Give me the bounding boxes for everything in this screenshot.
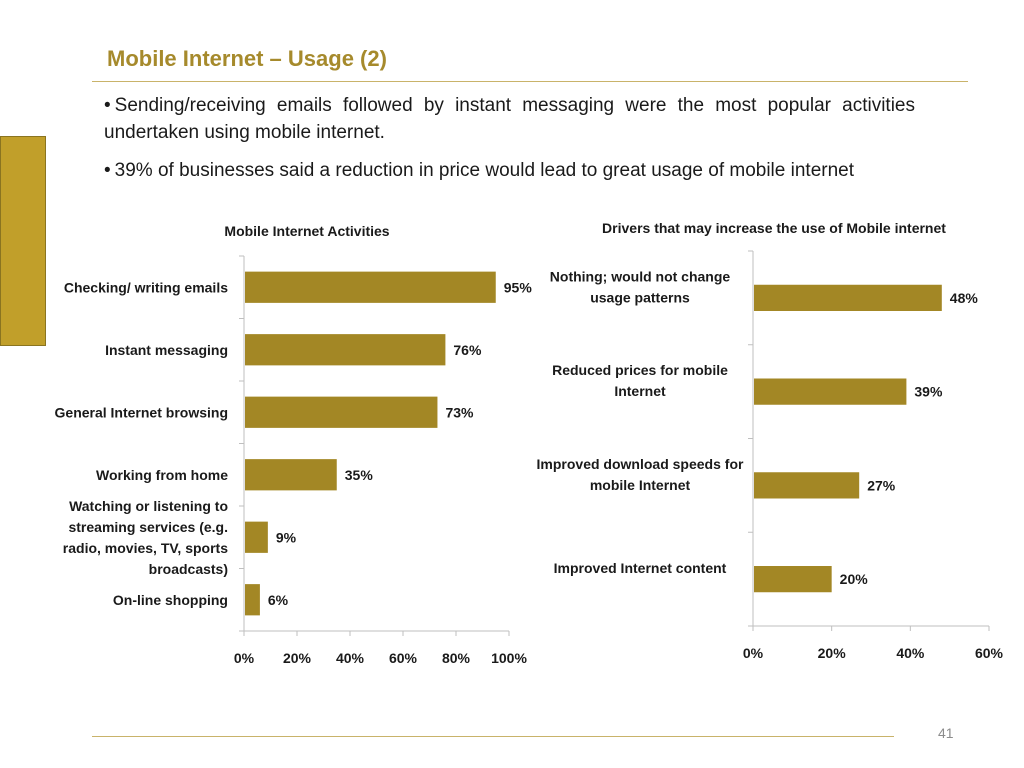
data-label: 48% (950, 290, 979, 306)
bullet-2-text: 39% of businesses said a reduction in pr… (114, 160, 854, 181)
bar (245, 521, 268, 553)
data-label: 9% (276, 529, 297, 545)
bar (245, 584, 260, 616)
data-label: 6% (268, 592, 289, 608)
category-label: General Internet browsing (55, 404, 228, 420)
chart-title: Mobile Internet Activities (224, 223, 389, 239)
bullet-2: • 39% of businesses said a reduction in p… (104, 157, 915, 184)
data-label: 27% (867, 477, 896, 493)
x-tick-label: 0% (234, 650, 255, 666)
slide-title: Mobile Internet – Usage (2) (107, 46, 387, 71)
x-tick-label: 60% (389, 650, 418, 666)
x-tick-label: 60% (975, 645, 1004, 661)
footer-divider (92, 736, 894, 737)
category-label: On-line shopping (113, 592, 228, 608)
category-label: Instant messaging (105, 342, 228, 358)
data-label: 95% (504, 279, 533, 295)
bullet-1-text: Sending/receiving emails followed by ins… (104, 95, 915, 143)
bar (245, 334, 446, 366)
bar (245, 271, 496, 303)
category-label: Reduced prices for mobile Internet (552, 362, 728, 399)
x-tick-label: 40% (336, 650, 365, 666)
x-tick-label: 20% (283, 650, 312, 666)
bar (754, 378, 907, 405)
bar (754, 284, 942, 311)
x-tick-label: 0% (743, 645, 764, 661)
bar (754, 566, 832, 593)
category-label: Improved Internet content (554, 560, 727, 576)
bullet-symbol: • (104, 160, 111, 181)
page-number: 41 (938, 725, 954, 741)
category-label: Watching or listening to streaming servic… (63, 498, 228, 577)
category-label: Improved download speeds for mobile Inter… (537, 456, 744, 493)
x-tick-label: 40% (896, 645, 925, 661)
category-label: Working from home (96, 467, 228, 483)
bar (245, 396, 438, 428)
bar (754, 472, 860, 499)
data-label: 73% (445, 404, 474, 420)
x-tick-label: 100% (491, 650, 527, 666)
bar (245, 459, 337, 491)
x-tick-label: 20% (818, 645, 847, 661)
bullet-symbol: • (104, 95, 111, 116)
chart-title: Drivers that may increase the use of Mob… (602, 220, 946, 236)
category-label: Checking/ writing emails (64, 279, 228, 295)
data-label: 35% (345, 467, 374, 483)
title-divider (92, 81, 968, 82)
accent-block (0, 136, 46, 346)
bullet-1: • Sending/receiving emails followed by in… (104, 92, 915, 146)
data-label: 39% (914, 384, 943, 400)
data-label: 20% (840, 571, 869, 587)
data-label: 76% (453, 342, 482, 358)
x-tick-label: 80% (442, 650, 471, 666)
category-label: Nothing; would not change usage patterns (550, 268, 731, 305)
